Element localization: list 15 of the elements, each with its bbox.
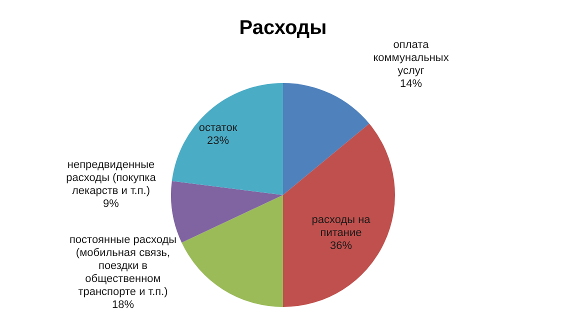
slice-label: остаток bbox=[198, 122, 238, 134]
slice-label: расходы на питание bbox=[312, 214, 372, 239]
slice-label: оплата коммунальных услуг bbox=[373, 39, 450, 77]
data-label: 18% bbox=[112, 299, 134, 311]
pie-slice bbox=[283, 124, 395, 307]
data-label: 36% bbox=[330, 240, 352, 252]
data-label: 9% bbox=[103, 198, 120, 210]
pie-slice bbox=[283, 83, 370, 195]
slice-label: непредвиденные расходы (покупка лекарств и т.п.) bbox=[66, 159, 157, 197]
pie-slice bbox=[182, 195, 283, 307]
data-label: 23% bbox=[206, 135, 230, 147]
slice-label: постоянные расходы (мобильная связь, поездки в общественном транспорте и т.п.) bbox=[69, 234, 177, 298]
chart-title: Расходы bbox=[239, 17, 327, 39]
data-label: 14% bbox=[400, 78, 422, 90]
pie-slice bbox=[172, 83, 283, 195]
